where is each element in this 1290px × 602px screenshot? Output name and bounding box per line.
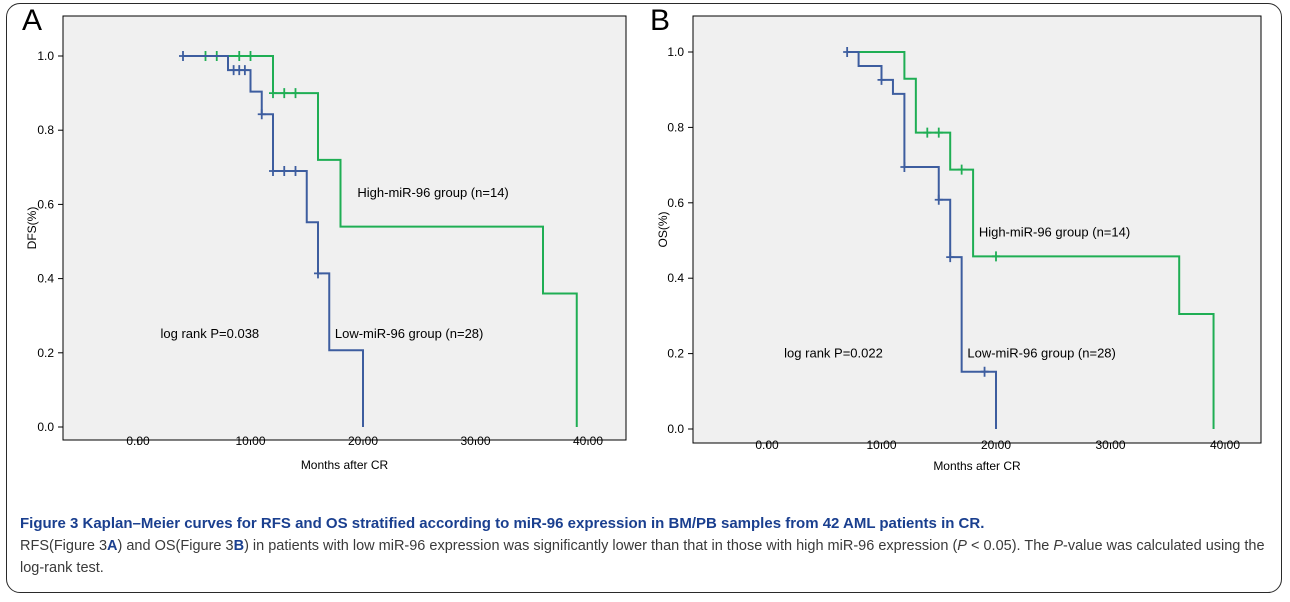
- censor-mark: [246, 51, 255, 61]
- caption-body-part: P: [957, 538, 967, 554]
- censor-mark: [900, 161, 909, 172]
- x-tick-label: 0.00: [126, 434, 150, 448]
- y-tick-label: 0.8: [667, 120, 684, 134]
- chart-annotation: High-miR-96 group (n=14): [357, 185, 508, 200]
- panel-letter: A: [22, 4, 42, 37]
- x-tick-label: 20.00: [981, 438, 1011, 452]
- caption-body-part: < 0.05). The: [966, 538, 1054, 554]
- y-tick-label: 0.0: [667, 422, 684, 436]
- x-tick-label: 30.00: [460, 434, 490, 448]
- x-axis-label: Months after CR: [301, 458, 389, 472]
- y-tick-label: 0.0: [37, 420, 54, 434]
- censor-mark: [877, 74, 886, 85]
- x-tick-label: 40.00: [1210, 438, 1240, 452]
- y-axis-label: DFS(%): [25, 207, 39, 250]
- censor-mark: [179, 51, 187, 61]
- caption-body-part: A: [107, 538, 118, 554]
- censor-mark: [291, 88, 300, 99]
- censor-mark: [280, 88, 289, 99]
- x-tick-label: 30.00: [1095, 438, 1125, 452]
- caption-body-part: ) in patients with low miR-96 expression…: [244, 538, 958, 554]
- figure-caption: Figure 3 Kaplan–Meier curves for RFS and…: [20, 513, 1275, 579]
- chart-annotation: log rank P=0.038: [161, 326, 260, 341]
- x-tick-label: 40.00: [573, 434, 603, 448]
- censor-mark: [240, 65, 249, 76]
- chart-panel-b: B 0.0 0.2 0.4 0.6 0.8 1.0 0.00 10.00 20.00 30.00 40…: [650, 4, 1262, 473]
- figure-plots: A 0.0 0.2 0.4 0.6 0.8 1.0 0.00 10.00 20.00 30.00 40…: [22, 4, 1262, 473]
- chart-annotation: log rank P=0.022: [784, 345, 883, 360]
- figure-frame: [6, 3, 1282, 593]
- y-tick-label: 0.8: [37, 123, 54, 137]
- y-tick-label: 0.6: [37, 197, 54, 211]
- censor-mark: [843, 47, 852, 57]
- y-tick-label: 1.0: [667, 45, 684, 59]
- caption-body: RFS(Figure 3A) and OS(Figure 3B) in pati…: [20, 535, 1275, 579]
- censor-mark: [269, 88, 277, 99]
- chart-panel-a: A 0.0 0.2 0.4 0.6 0.8 1.0 0.00 10.00 20.00 30.00 40…: [22, 4, 627, 472]
- y-tick-label: 0.2: [37, 346, 54, 360]
- y-tick-label: 0.4: [667, 271, 684, 285]
- panel-letter: B: [650, 4, 670, 37]
- censor-mark: [257, 109, 266, 120]
- censor-mark: [923, 127, 932, 138]
- survival-curve: [847, 51, 1215, 429]
- censor-mark: [235, 51, 244, 61]
- y-tick-label: 0.2: [667, 347, 684, 361]
- censor-mark: [992, 251, 1000, 262]
- censor-mark: [957, 164, 966, 175]
- censor-mark: [934, 194, 943, 205]
- y-axis-label: OS(%): [656, 211, 670, 247]
- censor-mark: [269, 166, 277, 177]
- y-tick-label: 1.0: [37, 49, 54, 63]
- caption-body-part: -value was calculated using the log-rank…: [20, 538, 1265, 576]
- plot-area: [692, 15, 1262, 444]
- censor-mark: [314, 268, 322, 279]
- x-tick-label: 10.00: [235, 434, 265, 448]
- chart-annotation: Low-miR-96 group (n=28): [967, 345, 1115, 360]
- chart-annotation: High-miR-96 group (n=14): [979, 225, 1130, 240]
- caption-body-part: ) and OS(Figure 3: [117, 538, 234, 554]
- censor-mark: [291, 166, 300, 177]
- survival-curve: [183, 55, 578, 427]
- caption-body-part: B: [233, 538, 245, 554]
- caption-body-part: RFS(Figure 3: [20, 538, 108, 554]
- censor-mark: [934, 127, 943, 138]
- chart-annotation: Low-miR-96 group (n=28): [335, 326, 483, 341]
- x-tick-label: 10.00: [866, 438, 896, 452]
- censor-mark: [946, 252, 955, 263]
- caption-body-part: P: [1053, 538, 1064, 554]
- plot-area: [62, 15, 627, 441]
- caption-title: Figure 3 Kaplan–Meier curves for RFS and…: [20, 515, 985, 532]
- x-tick-label: 20.00: [348, 434, 378, 448]
- censor-mark: [980, 366, 989, 377]
- x-axis-label: Months after CR: [933, 459, 1021, 473]
- y-tick-label: 0.4: [37, 272, 54, 286]
- x-tick-label: 0.00: [755, 438, 779, 452]
- censor-mark: [280, 166, 289, 177]
- y-tick-label: 0.6: [667, 196, 684, 210]
